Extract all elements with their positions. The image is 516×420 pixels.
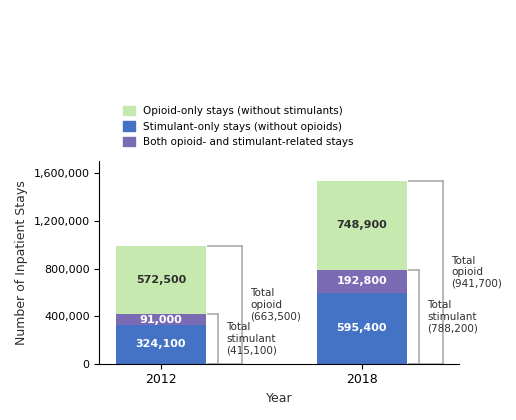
Text: 324,100: 324,100 xyxy=(136,339,186,349)
Bar xyxy=(316,181,407,270)
Bar xyxy=(316,270,407,293)
Text: Total
stimulant
(788,200): Total stimulant (788,200) xyxy=(427,300,478,333)
Text: 91,000: 91,000 xyxy=(139,315,182,325)
Text: Total
opioid
(663,500): Total opioid (663,500) xyxy=(250,289,301,322)
Y-axis label: Number of Inpatient Stays: Number of Inpatient Stays xyxy=(15,180,28,345)
Text: 572,500: 572,500 xyxy=(136,275,186,285)
Bar xyxy=(116,246,206,314)
Bar xyxy=(116,325,206,364)
Text: Total
stimulant
(415,100): Total stimulant (415,100) xyxy=(226,323,277,356)
Text: Total
opioid
(941,700): Total opioid (941,700) xyxy=(451,256,502,289)
X-axis label: Year: Year xyxy=(266,392,293,405)
Text: 595,400: 595,400 xyxy=(336,323,387,333)
Text: 192,800: 192,800 xyxy=(336,276,387,286)
Bar xyxy=(316,293,407,364)
Bar xyxy=(116,314,206,325)
Text: 748,900: 748,900 xyxy=(336,220,387,230)
Legend: Opioid-only stays (without stimulants), Stimulant-only stays (without opioids), : Opioid-only stays (without stimulants), … xyxy=(123,106,354,147)
